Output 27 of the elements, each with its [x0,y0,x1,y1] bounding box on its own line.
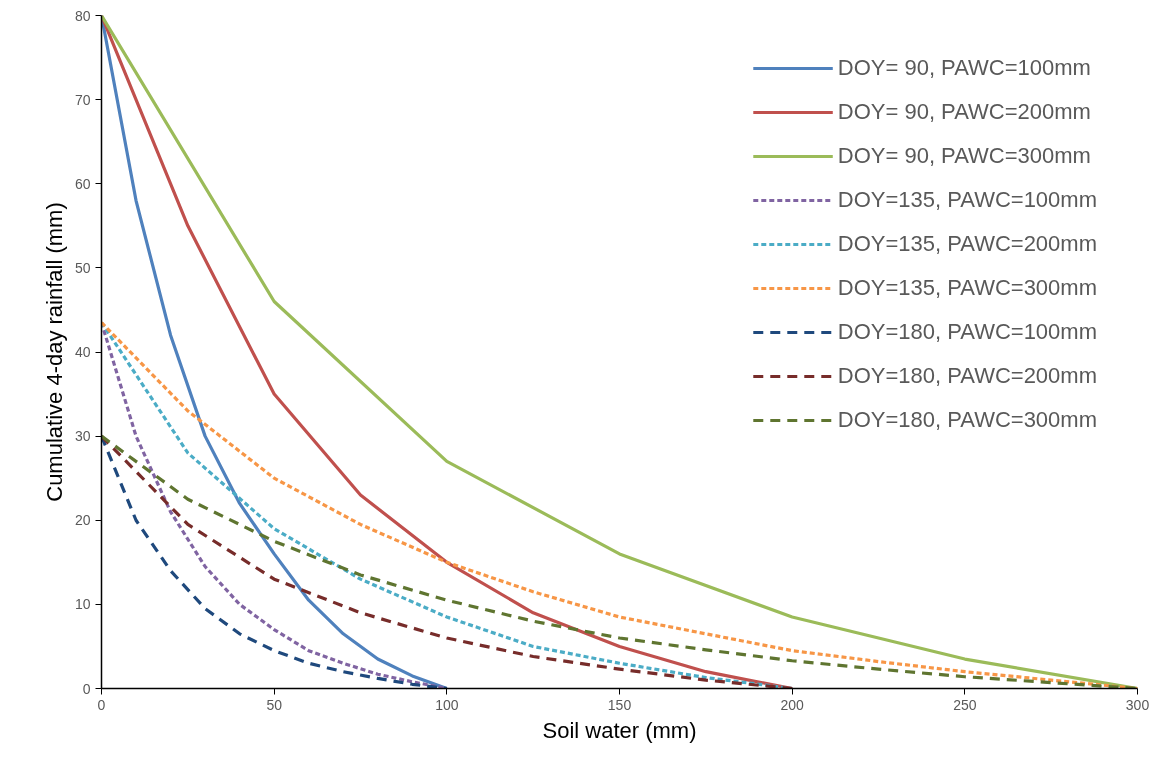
legend-label: DOY=180, PAWC=200mm [837,363,1097,389]
x-tick-label: 50 [266,696,283,713]
y-tick-label: 10 [74,596,91,613]
legend-label: DOY=135, PAWC=300mm [837,275,1097,301]
x-tick-label: 100 [435,696,459,713]
y-tick-label: 60 [74,175,91,192]
x-tick-label: 200 [780,696,805,713]
y-tick-label: 30 [74,428,91,445]
y-tick-label: 80 [74,7,91,24]
y-tick-label: 20 [74,512,91,529]
legend-label: DOY= 90, PAWC=100mm [837,55,1091,81]
y-tick-label: 70 [74,91,91,108]
x-tick-label: 250 [953,696,977,713]
x-tick-label: 300 [1125,696,1150,713]
legend-label: DOY=180, PAWC=300mm [837,407,1097,433]
legend-label: DOY=135, PAWC=200mm [837,231,1097,257]
y-axis-title: Cumulative 4-day rainfall (mm) [41,202,67,502]
legend-label: DOY= 90, PAWC=200mm [837,99,1091,125]
x-tick-label: 150 [607,696,632,713]
legend-label: DOY=180, PAWC=100mm [837,319,1097,345]
x-tick-label: 0 [97,696,106,713]
x-axis-title: Soil water (mm) [542,717,697,743]
legend-label: DOY=135, PAWC=100mm [837,187,1097,213]
y-tick-label: 40 [74,344,91,360]
y-tick-label: 0 [82,680,91,697]
y-tick-label: 50 [74,259,91,276]
legend-label: DOY= 90, PAWC=300mm [837,143,1091,169]
